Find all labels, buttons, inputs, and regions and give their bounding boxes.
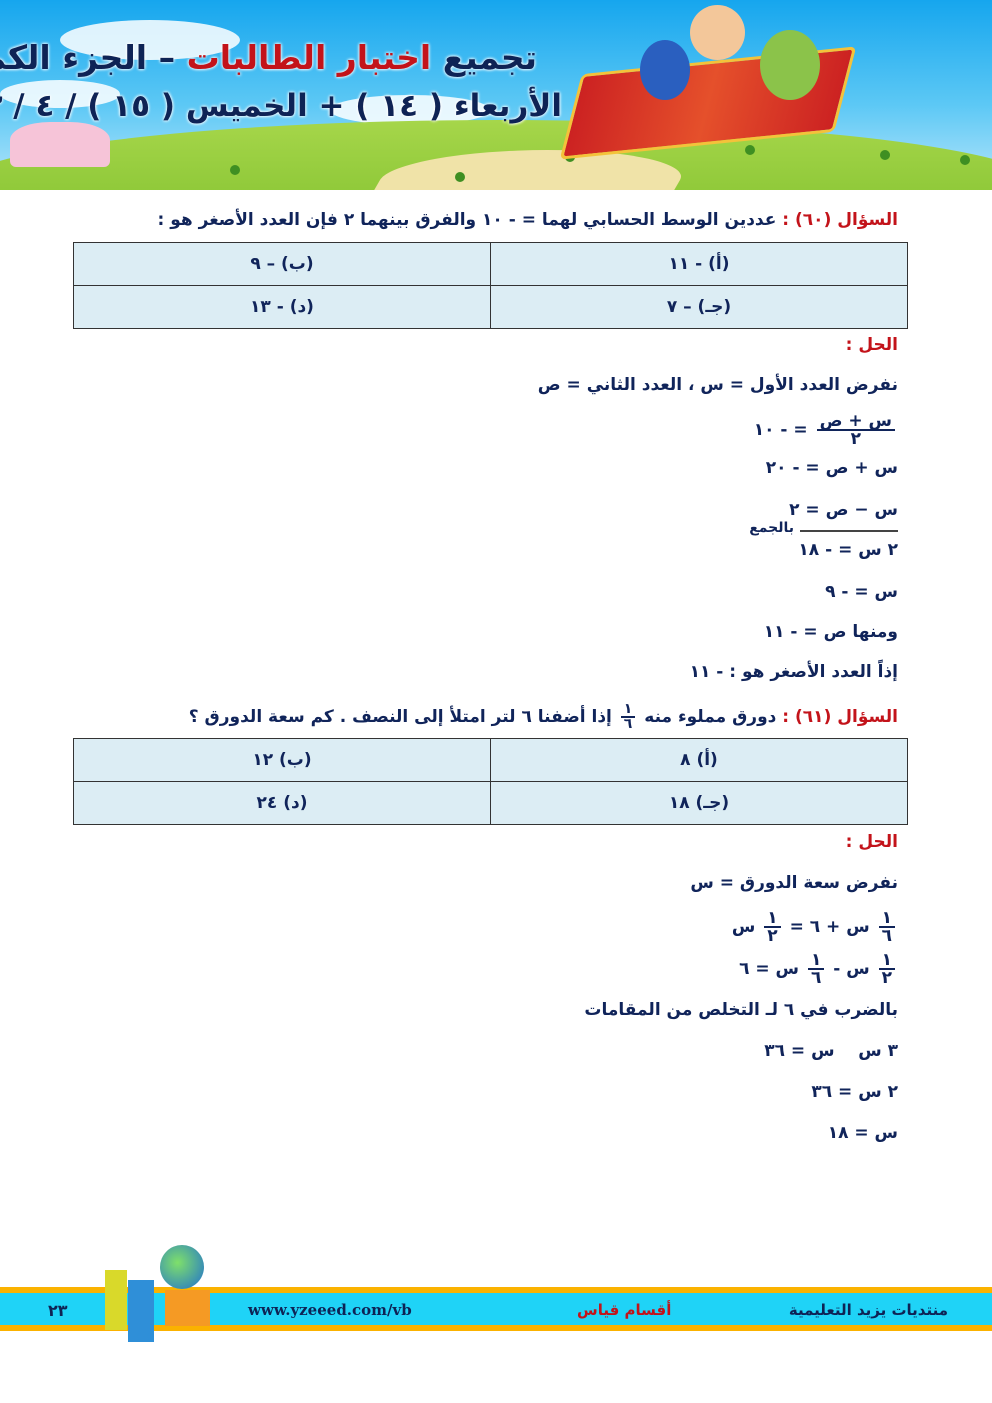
cloud-decoration xyxy=(0,80,120,108)
tree-icon xyxy=(455,172,465,182)
option-a: (أ) - ١١ xyxy=(490,242,908,286)
forum-name: منتديات يزيد التعليمية xyxy=(788,1301,948,1319)
solution-step: نفرض سعة الدورق = س xyxy=(690,873,898,893)
numerator: ١ xyxy=(807,952,825,970)
denominator: ٢ xyxy=(850,429,861,449)
solution-step: س − ص = ٢ xyxy=(789,500,898,520)
option-a: (أ) ٨ xyxy=(490,738,908,782)
solution-answer: س = ١٨ xyxy=(827,1123,898,1143)
solution-label: الحل : xyxy=(845,335,898,355)
solution-step: نفرض العدد الأول = س ، العدد الثاني = ص xyxy=(537,375,898,395)
child-illustration xyxy=(640,40,690,100)
option-b: (ب) – ٩ xyxy=(73,242,491,286)
option-c: (جـ) – ٧ xyxy=(490,285,908,329)
solution-step: ٢ س = ٣٦ xyxy=(811,1082,898,1102)
tree-icon xyxy=(960,155,970,165)
sum-note: بالجمع xyxy=(749,520,794,536)
section-label: أقسام قياس xyxy=(577,1301,672,1319)
equation-text: س = ٦ xyxy=(739,959,800,979)
options-table-61: (أ) ٨ (ب) ١٢ (جـ) ١٨ (د) ٢٤ xyxy=(73,738,908,825)
numerator: ١ xyxy=(878,952,895,970)
solution-step: س + ص = - ٢٠ xyxy=(765,458,898,478)
solution-step: بالضرب في ٦ لـ التخلص من المقامات xyxy=(584,1000,898,1020)
option-b: (ب) ١٢ xyxy=(73,738,491,782)
equation-text: س + ٦ = xyxy=(789,917,870,937)
tree-icon xyxy=(745,145,755,155)
denominator: ٦ xyxy=(623,716,633,732)
question-label: السؤال (٦٠) : xyxy=(782,210,898,230)
option-c: (جـ) ١٨ xyxy=(490,781,908,825)
solution-step: ٣ س س = ٣٦ xyxy=(764,1041,898,1061)
equation-text: س - xyxy=(833,959,870,979)
denominator: ٢ xyxy=(881,968,892,988)
option-d: (د) ٢٤ xyxy=(73,781,491,825)
cloud-decoration xyxy=(60,20,240,60)
question-text: دورق مملوء منه xyxy=(644,707,777,727)
sum-divider xyxy=(800,530,898,532)
denominator: ٦ xyxy=(881,926,892,946)
options-table-60: (أ) - ١١ (ب) – ٩ (جـ) – ٧ (د) - ١٣ xyxy=(73,242,908,329)
books-illustration xyxy=(165,1290,210,1326)
numerator: ١ xyxy=(620,702,636,718)
question-text: عددين الوسط الحسابي لهما = - ١٠ والفرق ب… xyxy=(157,210,777,230)
question-text: إذا أضفنا ٦ لتر امتلأ إلى النصف . كم سعة… xyxy=(188,707,612,727)
equation-rhs: = - ١٠ xyxy=(753,420,808,440)
title-highlight: اختبار الطالبات xyxy=(186,38,432,77)
header-banner: تجميع اختبار الطالبات – الجزء الكمي الأر… xyxy=(0,0,992,190)
title-part1: تجميع xyxy=(442,38,537,77)
numerator: ١ xyxy=(878,910,895,928)
abc-house-illustration xyxy=(10,122,110,167)
option-d: (د) - ١٣ xyxy=(73,285,491,329)
solution-answer: إذاً العدد الأصغر هو : - ١١ xyxy=(689,662,898,682)
page-number: ٢٣ xyxy=(48,1301,68,1320)
numerator: س + ص xyxy=(816,413,895,431)
title-part2: – الجزء الكمي xyxy=(0,38,176,77)
books-illustration xyxy=(128,1280,154,1342)
child-illustration xyxy=(690,5,745,60)
equation-text: س xyxy=(731,917,756,937)
page-title: تجميع اختبار الطالبات – الجزء الكمي xyxy=(0,38,537,77)
solution-step: س = - ٩ xyxy=(825,582,898,602)
page-subtitle: الأربعاء ( ١٤ ) + الخميس ( ١٥ ) / ٤ / ١٤… xyxy=(0,88,562,124)
numerator: ١ xyxy=(764,910,781,928)
tree-icon xyxy=(880,150,890,160)
denominator: ٦ xyxy=(810,968,822,988)
question-label: السؤال (٦١) : xyxy=(782,707,898,727)
globe-icon xyxy=(160,1245,204,1289)
solution-step: ومنها ص = - ١١ xyxy=(763,622,898,642)
denominator: ٢ xyxy=(767,926,778,946)
question-60: السؤال (٦٠) : عددين الوسط الحسابي لهما =… xyxy=(158,209,898,231)
solution-label: الحل : xyxy=(845,832,898,852)
child-illustration xyxy=(760,30,820,100)
solution-step: ٢ س = - ١٨ xyxy=(798,540,898,560)
books-illustration xyxy=(105,1270,127,1330)
tree-icon xyxy=(230,165,240,175)
site-url[interactable]: www.yzeeed.com/vb xyxy=(248,1301,412,1319)
